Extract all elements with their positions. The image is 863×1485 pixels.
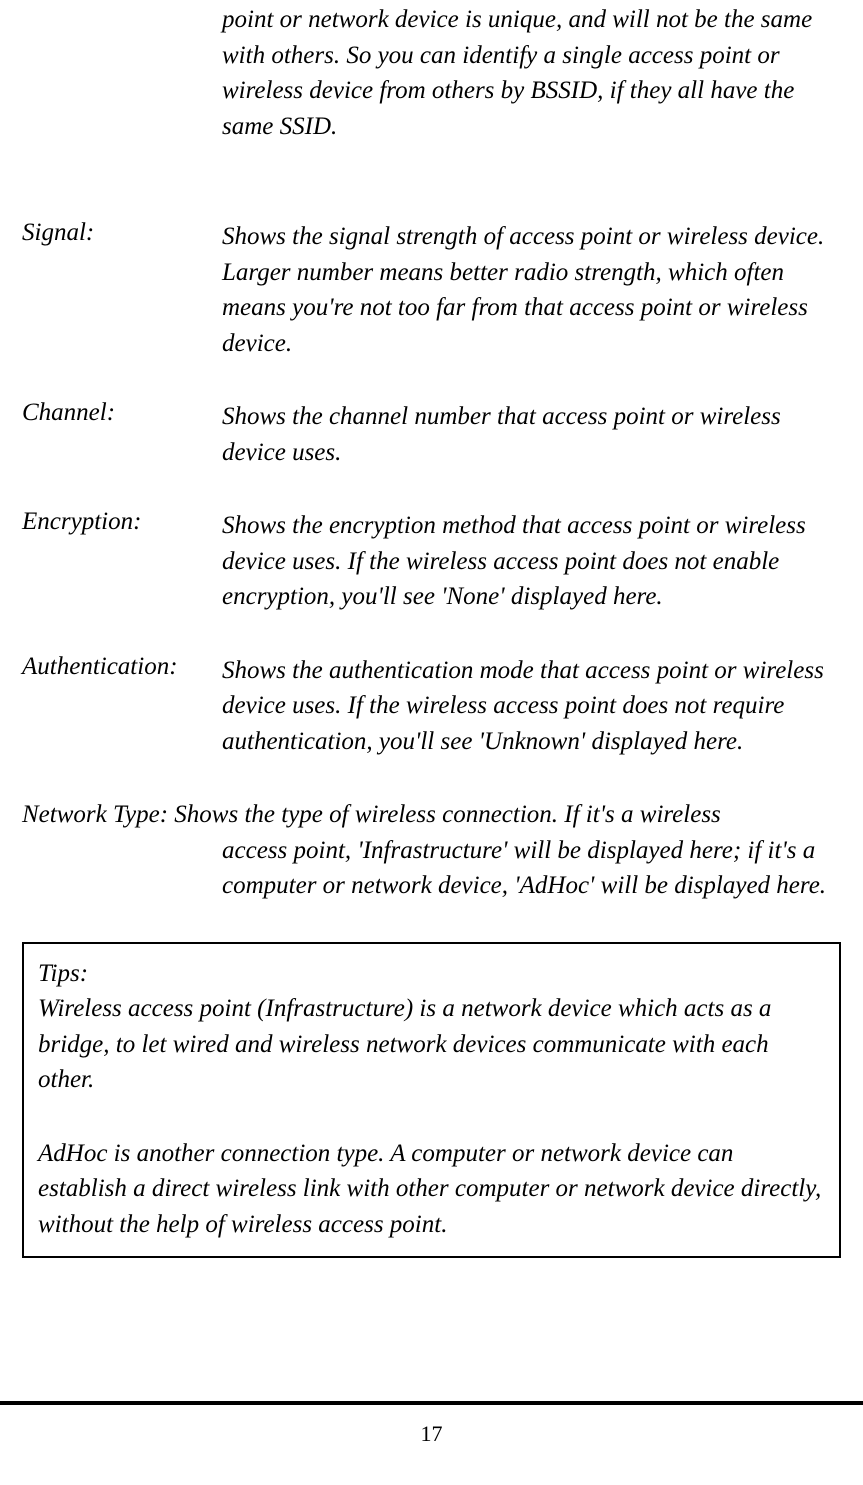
description-network-type-rest: access point, 'Infrastructure' will be d… xyxy=(22,833,841,904)
tips-title: Tips: xyxy=(38,956,825,992)
term-signal: Signal: xyxy=(22,219,222,361)
term-encryption: Encryption: xyxy=(22,508,222,615)
document-body: point or network device is unique, and w… xyxy=(22,0,841,1258)
definition-channel: Channel: Shows the channel number that a… xyxy=(22,399,841,470)
tips-box: Tips: Wireless access point (Infrastruct… xyxy=(22,942,841,1259)
description-signal: Shows the signal strength of access poin… xyxy=(222,219,841,361)
definition-network-type: Network Type: Shows the type of wireless… xyxy=(22,797,841,904)
definition-signal: Signal: Shows the signal strength of acc… xyxy=(22,219,841,361)
intro-continuation: point or network device is unique, and w… xyxy=(22,2,841,144)
definition-encryption: Encryption: Shows the encryption method … xyxy=(22,508,841,615)
description-authentication: Shows the authentication mode that acces… xyxy=(222,653,841,760)
term-network-type: Network Type: xyxy=(22,801,174,828)
bottom-rule xyxy=(0,1401,863,1405)
term-authentication: Authentication: xyxy=(22,653,222,760)
definition-authentication: Authentication: Shows the authentication… xyxy=(22,653,841,760)
tips-paragraph-1: Wireless access point (Infrastructure) i… xyxy=(38,991,825,1098)
term-channel: Channel: xyxy=(22,399,222,470)
page-number: 17 xyxy=(0,1421,863,1447)
description-channel: Shows the channel number that access poi… xyxy=(222,399,841,470)
description-encryption: Shows the encryption method that access … xyxy=(222,508,841,615)
description-network-type-line1: Shows the type of wireless connection. I… xyxy=(174,801,720,828)
tips-paragraph-2: AdHoc is another connection type. A comp… xyxy=(38,1136,825,1243)
